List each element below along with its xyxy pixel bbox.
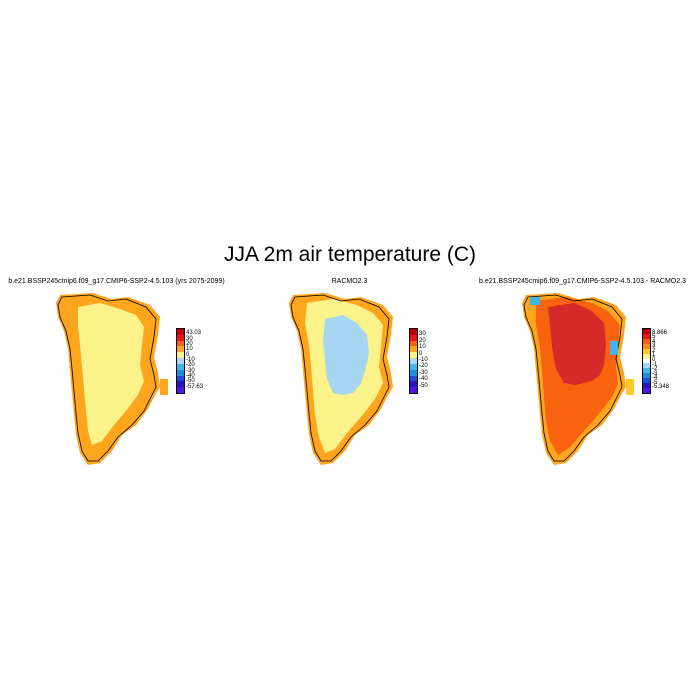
colorbar-swatch xyxy=(643,338,650,344)
colorbar-swatch xyxy=(643,329,650,334)
colorbar-swatch xyxy=(177,387,184,393)
colorbar-swatch xyxy=(643,388,650,393)
colorbar-model: 43.03 30 20 10 0 -10 -20 -30 -40 -50 -57.63 xyxy=(176,328,203,394)
coastline xyxy=(290,294,390,462)
colorbar-swatch xyxy=(177,329,184,335)
colorbar-label: 5 xyxy=(652,334,656,341)
greenland-map-difference xyxy=(522,293,634,465)
panel-title-model: b.e21.BSSP245cmip6.f09_g17.CMIP6-SSP2-4.… xyxy=(8,278,225,285)
colorbar-label: 2 xyxy=(652,347,656,354)
cold-patch xyxy=(610,341,618,355)
colorbar-swatch xyxy=(410,363,417,370)
ice-interior xyxy=(78,303,144,445)
colorbar-label: 8.866 xyxy=(652,329,668,336)
colorbar-label: -50 xyxy=(186,378,195,385)
colorbar-swatch xyxy=(177,381,184,388)
colorbar-swatch xyxy=(177,340,184,347)
colorbar-swatch xyxy=(410,352,417,359)
colorbar-swatch xyxy=(643,363,650,369)
colorbar-swatch xyxy=(410,381,417,388)
panel-title-difference: b.e21.BSSP245cmip6.f09_g17.CMIP6-SSP2-4.… xyxy=(479,278,686,285)
colorbar-label: -57.63 xyxy=(186,383,204,390)
colorbar-swatch xyxy=(177,375,184,382)
colorbar-label: -20 xyxy=(186,362,195,369)
colorbar-swatch xyxy=(643,358,650,364)
greenland-map-model xyxy=(56,293,168,465)
panel-title-racmo: RACMO2.3 xyxy=(331,278,368,285)
cold-patch xyxy=(530,297,540,305)
colorbar-label: 30 xyxy=(419,331,426,338)
colorbar-swatch xyxy=(643,348,650,354)
colorbar-label: -20 xyxy=(419,363,428,370)
colorbar-swatch xyxy=(410,329,417,335)
colorbar-label: -30 xyxy=(419,369,428,376)
colorbar-swatch xyxy=(177,346,184,353)
colorbar-swatch xyxy=(410,369,417,376)
colorbar-swatch xyxy=(643,378,650,384)
colorbar-label: -50 xyxy=(419,382,428,389)
coastline xyxy=(523,294,623,462)
colorbar-label: 4 xyxy=(652,338,656,345)
colorbar-swatch xyxy=(410,358,417,364)
colorbar-swatch xyxy=(177,369,184,376)
colorbar-label: 10 xyxy=(419,344,426,351)
coastline xyxy=(57,294,157,462)
colorbar-label: -5 xyxy=(652,379,658,386)
map-panel-model: b.e21.BSSP245cmip6.f09_g17.CMIP6-SSP2-4.… xyxy=(0,275,233,475)
colorbar-label: -30 xyxy=(186,367,195,374)
colorbar-label: -1 xyxy=(652,361,658,368)
ice-interior xyxy=(323,315,369,395)
map-panel-difference: b.e21.BSSP245cmip6.f09_g17.CMIP6-SSP2-4.… xyxy=(466,275,699,475)
colorbar-swatch xyxy=(177,358,184,364)
colorbar-racmo: 30 20 10 0 -10 -20 -30 -40 -50 xyxy=(409,328,428,394)
colorbar-swatch xyxy=(177,363,184,370)
colorbar-label: -10 xyxy=(419,357,428,363)
colorbar-swatch xyxy=(177,334,184,341)
diff-interior xyxy=(548,303,606,385)
colorbar-label: -5.348 xyxy=(652,384,670,391)
colorbar-difference: 8.866 5 4 3 2 1 0 -1 -2 -3 -4 -5 -5.348 xyxy=(642,328,669,394)
colorbar-label: 0 xyxy=(419,350,423,357)
colorbar-label: 0 xyxy=(652,357,656,363)
colorbar-swatch xyxy=(410,334,417,341)
colorbar-swatch xyxy=(410,375,417,382)
colorbar-label: -4 xyxy=(652,375,658,382)
island-fragment xyxy=(160,379,168,395)
colorbar-label: 10 xyxy=(186,346,193,353)
colorbar-label: -40 xyxy=(186,373,195,379)
colorbar-label: -40 xyxy=(419,376,428,383)
colorbar-label: -10 xyxy=(186,357,195,363)
colorbar-label: 3 xyxy=(652,343,656,350)
map-panel-racmo: RACMO2.3 30 20 10 0 -10 -20 -30 -40 -50 xyxy=(233,275,466,475)
colorbar-label: 30 xyxy=(186,335,193,342)
colorbar-label: 43.03 xyxy=(186,330,202,337)
colorbar-label: -3 xyxy=(652,370,658,377)
colorbar-label: 20 xyxy=(186,341,193,347)
colorbar-label: 0 xyxy=(186,351,190,358)
colorbar-label: -2 xyxy=(652,366,658,373)
greenland-map-racmo xyxy=(289,293,393,465)
colorbar-swatch xyxy=(643,383,650,389)
colorbar-swatch xyxy=(643,353,650,359)
colorbar-swatch xyxy=(643,343,650,349)
colorbar-swatch xyxy=(410,387,417,393)
colorbar-label: 1 xyxy=(652,352,656,359)
colorbar-swatch xyxy=(643,333,650,339)
figure-title: JJA 2m air temperature (C) xyxy=(223,243,477,266)
colorbar-label: 20 xyxy=(419,337,426,344)
colorbar-swatch xyxy=(177,352,184,359)
colorbar-swatch xyxy=(410,340,417,347)
island-fragment xyxy=(626,379,634,395)
colorbar-swatch xyxy=(643,368,650,374)
colorbar-swatch xyxy=(643,373,650,379)
colorbar-swatch xyxy=(410,346,417,353)
